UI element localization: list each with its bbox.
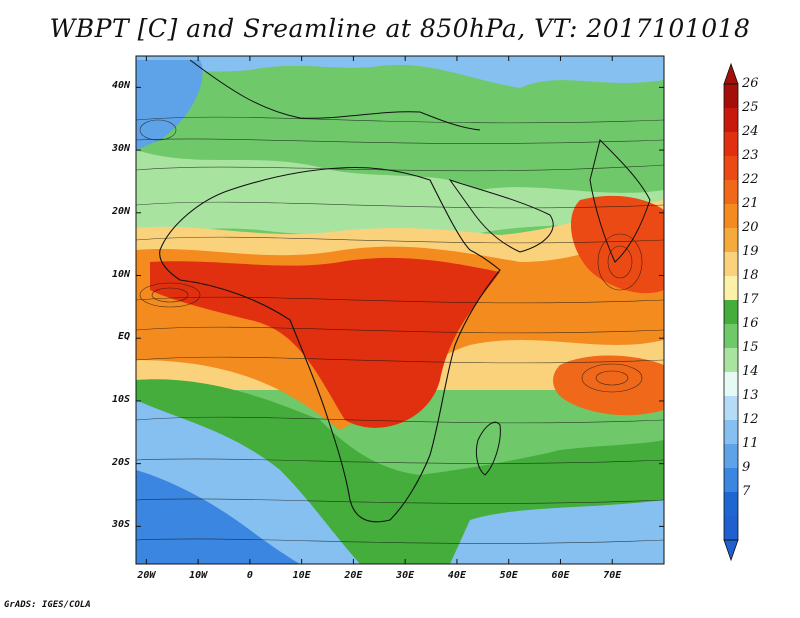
- colorbar: [723, 62, 739, 562]
- colorbar-segment: [724, 228, 738, 253]
- colorbar-segment: [724, 492, 738, 517]
- coastline-arabia: [448, 179, 554, 253]
- colorbar-segment: [724, 516, 738, 541]
- colorbar-label: 13: [742, 388, 759, 403]
- colorbar-label: 14: [742, 364, 759, 379]
- cool-region-north: [136, 56, 664, 88]
- colorbar-label: 18: [742, 268, 759, 283]
- coastline-africa: [159, 166, 501, 523]
- lon-tick-label: 50E: [499, 570, 518, 581]
- colorbar-label: 19: [742, 244, 759, 259]
- colorbar-segment: [724, 156, 738, 181]
- lat-tick-label: EQ: [117, 331, 130, 343]
- colorbar-segment: [724, 132, 738, 157]
- colorbar-label: 24: [742, 124, 759, 139]
- colorbar-segment: [724, 276, 738, 301]
- lon-tick-label: 30E: [396, 570, 415, 581]
- colorbar-label: 17: [742, 292, 759, 307]
- coastline-europe: [189, 59, 481, 131]
- colorbar-label: 26: [742, 76, 759, 91]
- colorbar-segment: [724, 468, 738, 493]
- colorbar-label: 22: [742, 172, 759, 187]
- lat-tick-label: 10S: [111, 393, 130, 405]
- lon-tick-label: 60E: [551, 570, 570, 581]
- colorbar-label: 9: [742, 460, 751, 475]
- colorbar-min-arrow: [723, 539, 739, 562]
- lon-tick-label: 10W: [189, 570, 208, 581]
- lat-tick-label: 20S: [111, 456, 130, 468]
- warm-core-arabian-sea: [570, 195, 664, 294]
- colorbar-label: 21: [742, 196, 759, 211]
- cold-region-southwest: [136, 470, 300, 564]
- colorbar-frame: [723, 83, 739, 541]
- map-plot-area: [136, 56, 664, 564]
- colorbar-segment: [724, 108, 738, 133]
- lat-tick-label: 30S: [111, 519, 130, 531]
- colorbar-segment: [724, 324, 738, 349]
- light-band-sahara: [136, 150, 664, 235]
- colorbar-segment: [724, 252, 738, 277]
- colorbar-segment: [724, 372, 738, 397]
- colorbar-label: 16: [742, 316, 759, 331]
- map-frame: [135, 55, 665, 565]
- credit-text: GrADS: IGES/COLA: [4, 600, 91, 610]
- lon-tick-label: 20W: [137, 570, 156, 581]
- lon-tick-label: 0: [246, 570, 253, 581]
- colorbar-segment: [724, 84, 738, 109]
- colorbar-label: 15: [742, 340, 759, 355]
- lon-tick-label: 20E: [344, 570, 363, 581]
- colorbar-label: 7: [742, 484, 751, 499]
- colorbar-label: 11: [742, 436, 759, 451]
- colorbar-label: 12: [742, 412, 759, 427]
- colorbar-max-arrow: [723, 62, 739, 85]
- lat-tick-label: 30N: [111, 143, 130, 155]
- lon-tick-label: 70E: [603, 570, 622, 581]
- warm-core-indian-ocean: [553, 355, 664, 416]
- lon-tick-label: 10E: [292, 570, 311, 581]
- colorbar-segment: [724, 348, 738, 373]
- lat-tick-label: 40N: [111, 80, 130, 92]
- lat-tick-label: 20N: [111, 205, 130, 217]
- streamlines: [136, 116, 664, 544]
- coastline-india: [589, 139, 651, 263]
- colorbar-label: 20: [742, 220, 759, 235]
- colorbar-segment: [724, 204, 738, 229]
- colorbar-label: 23: [742, 148, 759, 163]
- coastline-madagascar: [475, 421, 501, 476]
- warm-core-central-africa: [150, 257, 500, 428]
- cool-region-southeast: [450, 500, 664, 564]
- colorbar-segment: [724, 444, 738, 469]
- chart-title: WBPT [C] and Sreamline at 850hPa, VT: 20…: [49, 14, 751, 43]
- colorbar-segment: [724, 420, 738, 445]
- colorbar-segment: [724, 300, 738, 325]
- colorbar-label: 25: [742, 100, 759, 115]
- lat-tick-label: 10N: [111, 268, 130, 280]
- colorbar-segment: [724, 396, 738, 421]
- colorbar-segment: [724, 180, 738, 205]
- lon-tick-label: 40E: [447, 570, 466, 581]
- cold-region-northwest: [136, 60, 203, 150]
